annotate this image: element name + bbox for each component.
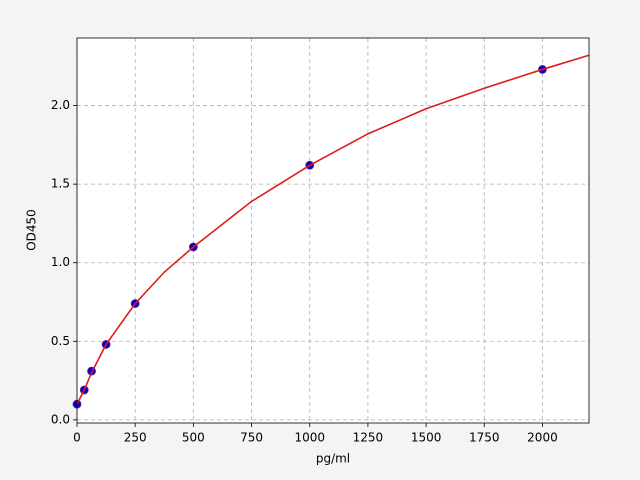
x-tick-label: 1750 — [469, 431, 500, 445]
y-axis-label: OD450 — [25, 209, 39, 251]
x-axis-label: pg/ml — [316, 452, 350, 466]
x-tick-label: 1500 — [411, 431, 442, 445]
y-tick-label: 0.0 — [51, 412, 70, 426]
x-tick-label: 0 — [73, 431, 81, 445]
y-tick-label: 2.0 — [51, 98, 70, 112]
x-tick-label: 250 — [124, 431, 147, 445]
plot-background — [77, 38, 589, 423]
fit-curve — [76, 54, 590, 405]
x-tick-label: 2000 — [527, 431, 558, 445]
x-tick-label: 750 — [240, 431, 263, 445]
y-tick-label: 1.0 — [51, 255, 70, 269]
plot-frame — [76, 37, 590, 424]
x-tick-label: 500 — [182, 431, 205, 445]
x-tick-label: 1000 — [294, 431, 325, 445]
y-tick-label: 1.5 — [51, 177, 70, 191]
x-tick-label: 1250 — [353, 431, 384, 445]
y-tick-label: 0.5 — [51, 334, 70, 348]
